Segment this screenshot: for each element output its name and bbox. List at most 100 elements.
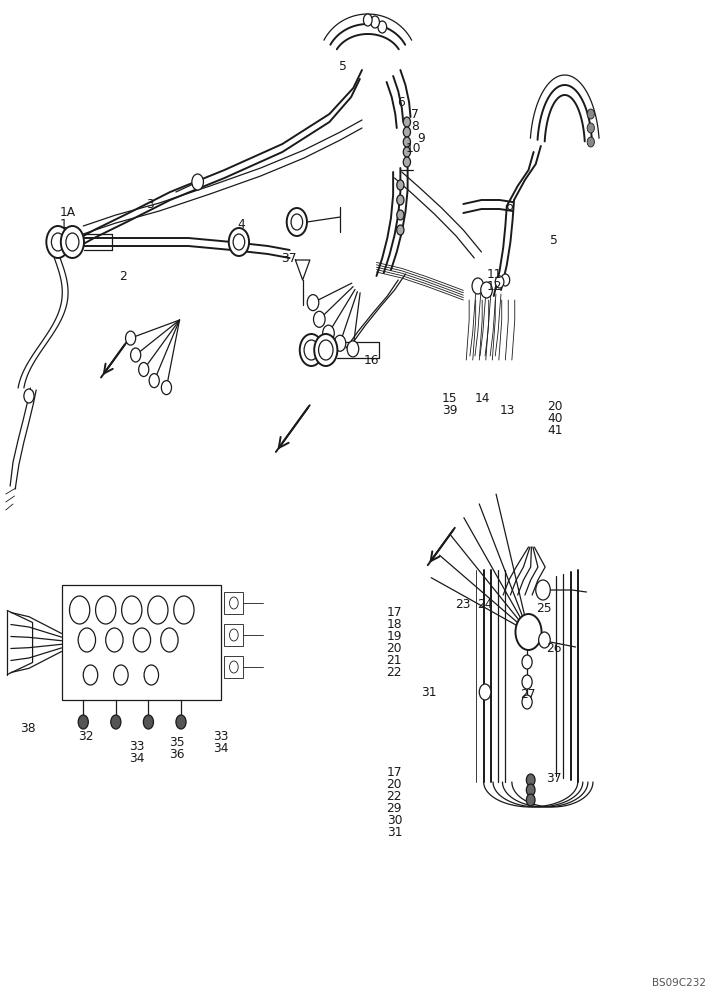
Circle shape	[539, 632, 550, 648]
Text: 40: 40	[547, 412, 563, 424]
Circle shape	[176, 715, 186, 729]
Text: 23: 23	[455, 597, 471, 610]
Text: 31: 31	[387, 826, 402, 838]
Text: 7: 7	[411, 108, 419, 121]
Text: 1A: 1A	[59, 206, 75, 219]
Text: 17: 17	[387, 766, 402, 778]
Text: 16: 16	[363, 354, 379, 366]
Circle shape	[526, 774, 535, 786]
Circle shape	[479, 684, 491, 700]
Text: 21: 21	[387, 654, 402, 666]
Text: 37: 37	[281, 251, 296, 264]
Circle shape	[522, 695, 532, 709]
FancyBboxPatch shape	[62, 585, 221, 700]
Circle shape	[397, 195, 404, 205]
FancyBboxPatch shape	[224, 656, 243, 678]
Circle shape	[139, 362, 149, 376]
Text: 2: 2	[119, 269, 127, 282]
Circle shape	[515, 614, 542, 650]
Text: 38: 38	[20, 722, 36, 734]
Circle shape	[347, 341, 358, 357]
Text: 1: 1	[59, 218, 67, 231]
Circle shape	[403, 137, 411, 147]
Text: 6: 6	[505, 200, 513, 213]
Text: 39: 39	[442, 403, 457, 416]
Text: 13: 13	[500, 403, 515, 416]
Circle shape	[371, 16, 379, 28]
FancyBboxPatch shape	[224, 592, 243, 614]
Text: 5: 5	[339, 60, 347, 73]
Circle shape	[229, 228, 249, 256]
Circle shape	[323, 325, 334, 341]
Text: 17: 17	[387, 605, 402, 618]
Circle shape	[397, 180, 404, 190]
Circle shape	[378, 21, 387, 33]
Text: 11: 11	[487, 267, 502, 280]
Text: 4: 4	[237, 218, 245, 231]
Text: 12: 12	[487, 279, 502, 292]
Text: 27: 27	[520, 688, 535, 700]
Circle shape	[192, 174, 203, 190]
Text: 33: 33	[214, 730, 229, 742]
Text: 10: 10	[406, 142, 421, 155]
Circle shape	[125, 331, 135, 345]
Text: 35: 35	[169, 736, 185, 748]
Text: 20: 20	[547, 399, 563, 412]
Circle shape	[314, 334, 337, 366]
Text: 34: 34	[214, 742, 229, 754]
Circle shape	[161, 381, 172, 395]
Text: 30: 30	[387, 814, 402, 826]
Circle shape	[61, 226, 84, 258]
Circle shape	[403, 127, 411, 137]
Circle shape	[403, 117, 411, 127]
Circle shape	[403, 147, 411, 157]
Text: 32: 32	[78, 730, 93, 742]
Circle shape	[501, 274, 510, 286]
Circle shape	[472, 278, 484, 294]
Text: 19: 19	[387, 630, 402, 643]
Circle shape	[526, 784, 535, 796]
Circle shape	[481, 282, 492, 298]
Text: 34: 34	[129, 752, 144, 764]
Text: 24: 24	[477, 597, 492, 610]
Text: 5: 5	[550, 233, 557, 246]
Text: 22: 22	[387, 666, 402, 678]
Circle shape	[522, 655, 532, 669]
Circle shape	[587, 109, 594, 119]
Circle shape	[397, 210, 404, 220]
Circle shape	[307, 295, 319, 311]
Text: 3: 3	[146, 198, 154, 211]
Circle shape	[397, 225, 404, 235]
Circle shape	[334, 335, 346, 351]
Text: 22: 22	[387, 790, 402, 802]
Text: BS09C232: BS09C232	[652, 978, 706, 988]
Text: 20: 20	[387, 778, 402, 790]
Text: 33: 33	[129, 740, 144, 752]
Text: 41: 41	[547, 424, 563, 436]
Text: 25: 25	[536, 601, 552, 614]
Circle shape	[300, 334, 323, 366]
Circle shape	[587, 137, 594, 147]
Circle shape	[526, 794, 535, 806]
Text: 20: 20	[387, 642, 402, 654]
Text: 31: 31	[421, 686, 436, 698]
Circle shape	[536, 580, 550, 600]
Text: 29: 29	[387, 802, 402, 814]
Circle shape	[24, 389, 34, 403]
Text: 37: 37	[546, 772, 561, 784]
Circle shape	[149, 374, 159, 388]
Circle shape	[78, 715, 88, 729]
Circle shape	[46, 226, 70, 258]
Circle shape	[587, 123, 594, 133]
Text: 18: 18	[387, 617, 403, 631]
Circle shape	[111, 715, 121, 729]
Circle shape	[313, 311, 325, 327]
Text: 14: 14	[474, 391, 489, 404]
Circle shape	[143, 715, 153, 729]
Text: 8: 8	[411, 120, 419, 133]
Text: 36: 36	[169, 748, 184, 760]
Text: 26: 26	[546, 642, 561, 654]
Text: 15: 15	[442, 391, 458, 404]
Circle shape	[130, 348, 140, 362]
Circle shape	[363, 14, 372, 26]
